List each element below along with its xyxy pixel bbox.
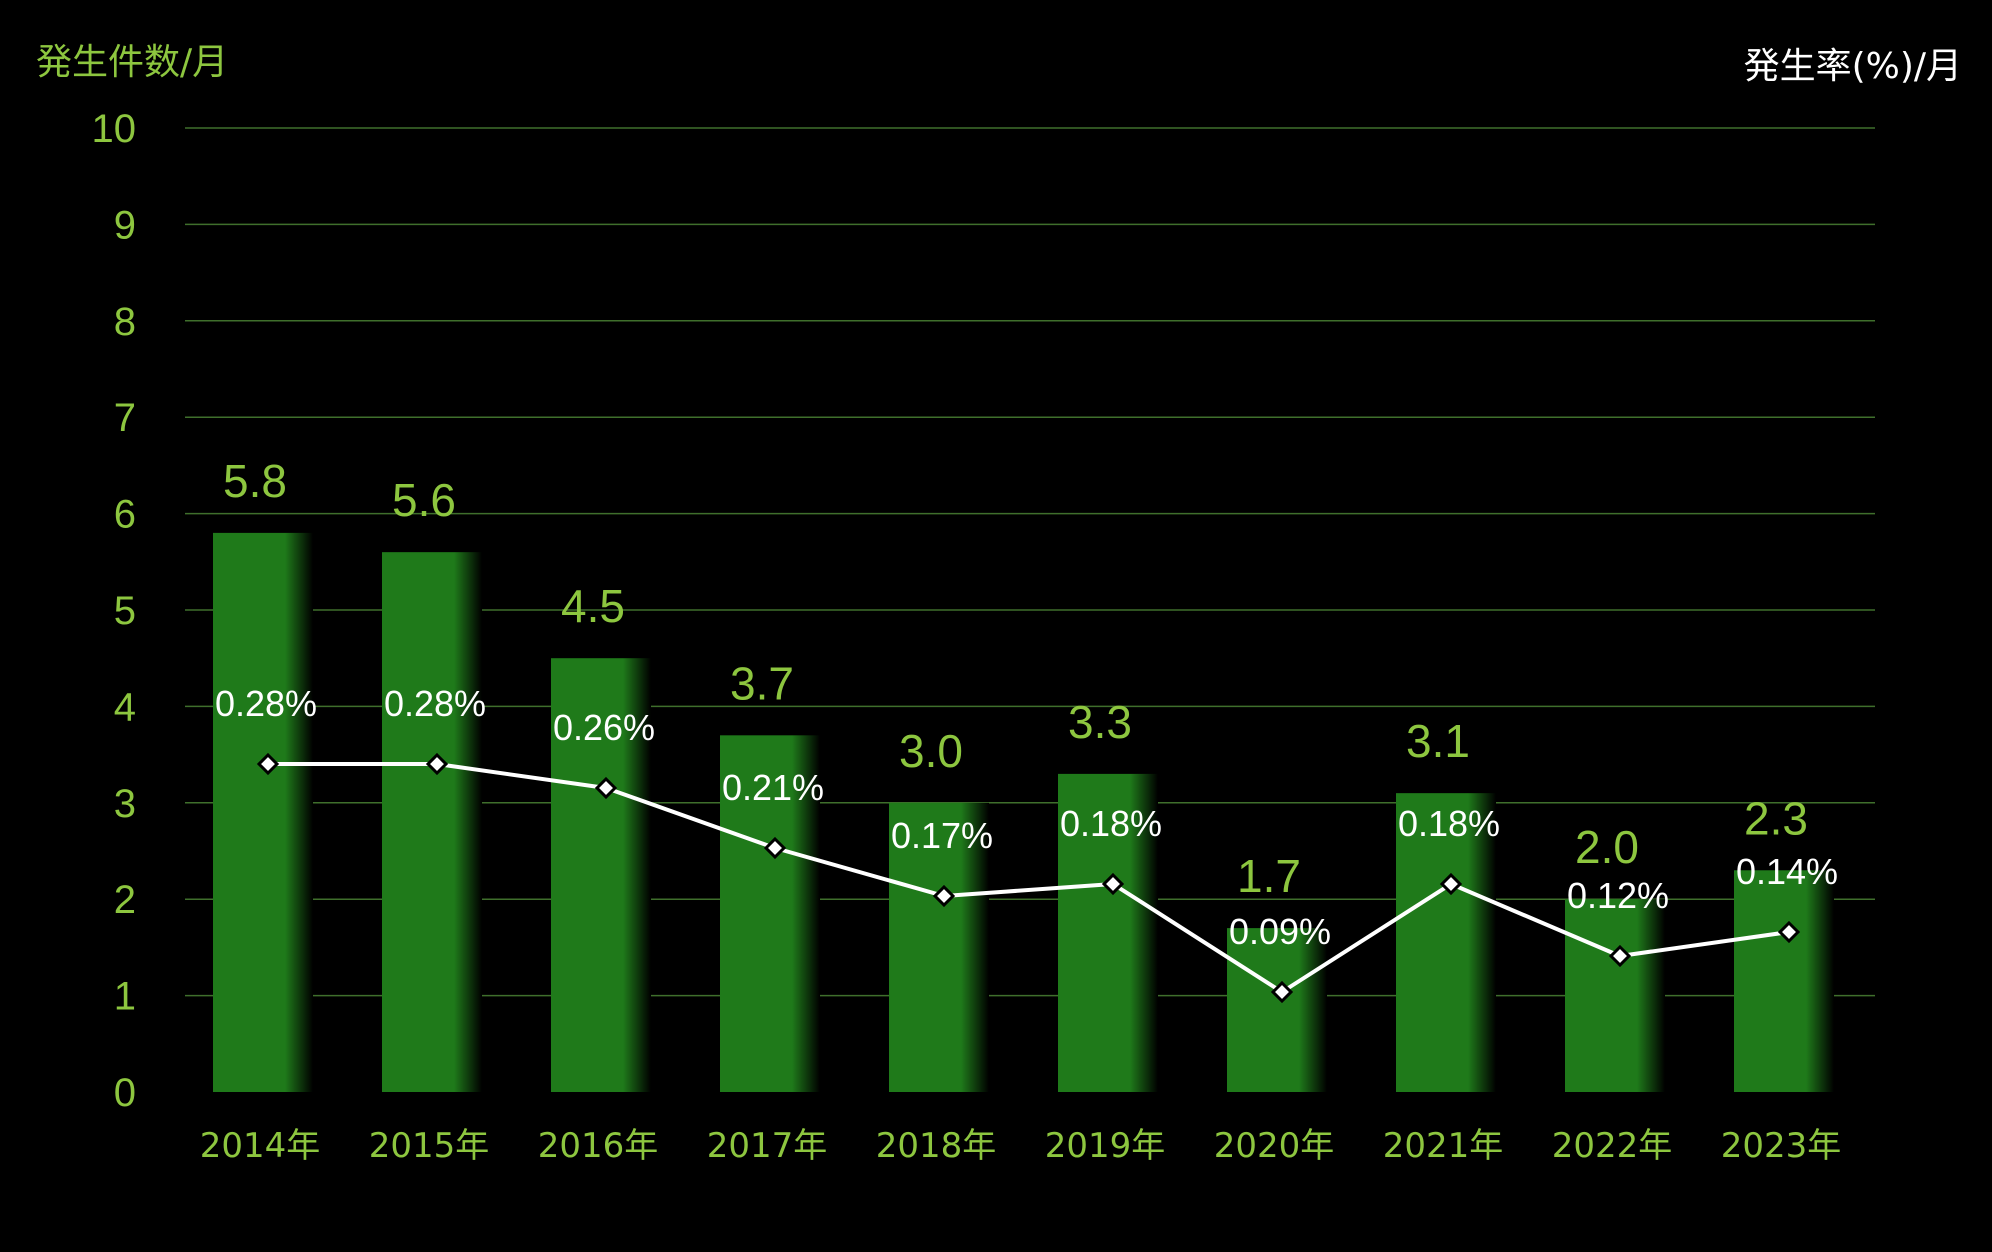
bar-value-label: 1.7 xyxy=(1237,850,1301,902)
right-axis-title: 発生率(%)/月 xyxy=(1744,46,1962,87)
x-category-label: 2019年 xyxy=(1045,1126,1166,1166)
rate-value-label: 0.12% xyxy=(1567,875,1669,916)
rate-point xyxy=(763,836,787,860)
y-tick-label: 9 xyxy=(114,203,136,247)
bar xyxy=(1058,773,1158,1092)
bar-value-label: 5.6 xyxy=(392,474,456,526)
x-category-label: 2021年 xyxy=(1383,1126,1504,1166)
bar xyxy=(1565,899,1665,1092)
bar xyxy=(213,532,313,1092)
left-axis-title: 発生件数/月 xyxy=(36,42,228,83)
bar-value-label: 5.8 xyxy=(223,455,287,507)
x-category-label: 2016年 xyxy=(538,1126,659,1166)
y-tick-label: 1 xyxy=(114,975,136,1019)
bar xyxy=(889,802,989,1092)
y-tick-label: 8 xyxy=(114,300,136,344)
rate-value-label: 0.17% xyxy=(891,815,993,856)
bar xyxy=(382,552,482,1092)
rate-line xyxy=(268,762,1790,994)
rate-point xyxy=(932,884,956,908)
rate-point xyxy=(1439,872,1463,896)
x-category-label: 2014年 xyxy=(200,1126,321,1166)
x-category-label: 2023年 xyxy=(1721,1126,1842,1166)
x-category-label: 2022年 xyxy=(1552,1126,1673,1166)
bar-value-label: 4.5 xyxy=(561,580,625,632)
bar-value-label: 2.0 xyxy=(1575,821,1639,873)
rate-value-label: 0.28% xyxy=(384,683,486,724)
x-category-label: 2018年 xyxy=(876,1126,997,1166)
rate-value-label: 0.14% xyxy=(1736,851,1838,892)
y-tick-label: 10 xyxy=(92,107,137,151)
bar xyxy=(1396,793,1496,1092)
rate-point xyxy=(594,776,618,800)
rate-value-label: 0.28% xyxy=(215,683,317,724)
bar-value-label: 3.0 xyxy=(899,725,963,777)
bar xyxy=(551,658,651,1092)
rate-value-label: 0.18% xyxy=(1060,803,1162,844)
bar-value-label: 3.3 xyxy=(1068,696,1132,748)
y-tick-label: 2 xyxy=(114,878,136,922)
rate-value-label: 0.09% xyxy=(1229,911,1331,952)
rate-line-series xyxy=(256,752,1801,1004)
rate-point xyxy=(1101,872,1125,896)
y-tick-label: 4 xyxy=(114,685,136,729)
y-tick-label: 6 xyxy=(114,493,136,537)
x-category-label: 2015年 xyxy=(369,1126,490,1166)
bar-value-label: 3.7 xyxy=(730,657,794,709)
x-category-label: 2017年 xyxy=(707,1126,828,1166)
bar xyxy=(720,735,820,1092)
y-tick-label: 7 xyxy=(114,396,136,440)
rate-value-label: 0.26% xyxy=(553,707,655,748)
rate-value-label: 0.21% xyxy=(722,767,824,808)
bar-value-label: 2.3 xyxy=(1744,792,1808,844)
rate-point xyxy=(1608,944,1632,968)
bar-value-label: 3.1 xyxy=(1406,715,1470,767)
rate-point xyxy=(1270,980,1294,1004)
x-category-label: 2020年 xyxy=(1214,1126,1335,1166)
rate-value-label: 0.18% xyxy=(1398,803,1500,844)
y-tick-label: 5 xyxy=(114,589,136,633)
rate-point xyxy=(256,752,280,776)
rate-point xyxy=(1777,920,1801,944)
chart-text: 発生件数/月 発生率(%)/月 0 1 2 3 4 5 6 7 8 9 10 5.8 2014年 5.6 2… xyxy=(36,42,1962,1166)
y-tick-label: 3 xyxy=(114,782,136,826)
bar xyxy=(1734,870,1834,1092)
bar xyxy=(1227,928,1327,1092)
rate-point xyxy=(425,752,449,776)
bar-series xyxy=(213,532,1834,1092)
y-tick-label: 0 xyxy=(114,1071,136,1115)
